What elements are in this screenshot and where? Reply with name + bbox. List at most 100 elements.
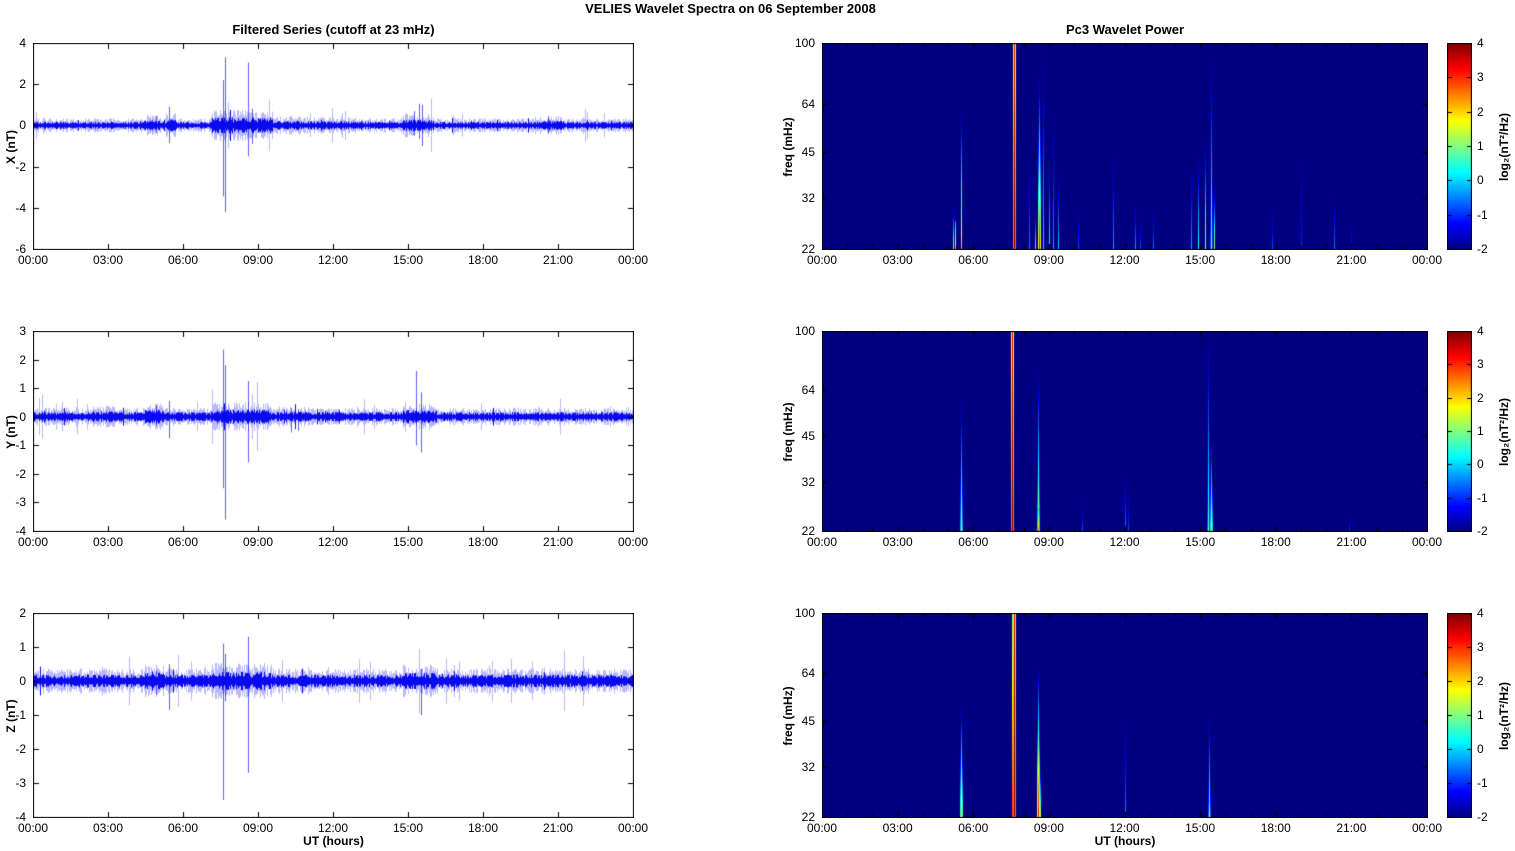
y-tick-label: 22 [801, 810, 815, 824]
x-tick-label: 06:00 [958, 535, 989, 549]
y-tick-label: -1 [15, 438, 26, 453]
x-tick-label: 06:00 [167, 535, 199, 549]
colorbar-tick-label: 0 [1477, 173, 1484, 188]
y-tick-label: 64 [801, 382, 815, 397]
y-tick-label: 0 [19, 409, 26, 424]
y-tick-label: -6 [15, 242, 26, 256]
x-tick-label: 06:00 [167, 253, 199, 267]
y-tick-label: -2 [15, 159, 26, 174]
timeseries-z-plot [33, 613, 634, 818]
y-tick-label: -4 [15, 524, 26, 538]
colorbar-x [1447, 43, 1472, 250]
colorbar-tick-label: -1 [1477, 490, 1488, 505]
x-tick-label: 00:00 [17, 821, 49, 835]
spectrogram-z-plot [822, 613, 1428, 818]
colorbar-tick-label: 1 [1477, 424, 1484, 438]
timeseries-x-plot [33, 43, 634, 250]
y-tick-label: 100 [794, 36, 815, 50]
spectrogram-x-plot [822, 43, 1428, 250]
figure-title: VELIES Wavelet Spectra on 06 September 2… [585, 1, 876, 16]
x-tick-label: 09:00 [242, 535, 274, 549]
y-tick-label: 1 [19, 640, 26, 654]
x-tick-label: 09:00 [242, 821, 274, 835]
y-tick-label: 32 [801, 474, 815, 489]
x-tick-label: 21:00 [542, 535, 574, 549]
x-tick-label: 12:00 [1109, 821, 1140, 835]
colorbar-tick-label: 3 [1477, 640, 1484, 654]
x-tick-label: 12:00 [1109, 535, 1140, 549]
colorbar-tick-label: -2 [1477, 524, 1488, 538]
y-tick-label: 1 [19, 381, 26, 396]
x-tick-label: 03:00 [882, 253, 913, 267]
x-tick-label: 21:00 [1336, 253, 1367, 267]
x-tick-label: 00:00 [1411, 253, 1443, 267]
x-tick-label: 00:00 [617, 535, 649, 549]
x-tick-label: 00:00 [1411, 821, 1443, 835]
colorbar-tick-label: -1 [1477, 776, 1488, 790]
colorbar-tick-label: -1 [1477, 207, 1488, 222]
colorbar-tick-label: -2 [1477, 242, 1488, 256]
x-tick-label: 09:00 [1033, 253, 1064, 267]
x-tick-label: 03:00 [92, 253, 124, 267]
x-tick-label: 06:00 [167, 821, 199, 835]
y-tick-label: 64 [801, 96, 815, 111]
y-tick-label: 22 [801, 242, 815, 256]
colorbar-tick-label: 3 [1477, 70, 1484, 85]
x-tick-label: 00:00 [1411, 535, 1443, 549]
x-tick-label: 03:00 [92, 821, 124, 835]
x-tick-label: 18:00 [1260, 535, 1291, 549]
x-tick-label: 03:00 [882, 821, 913, 835]
x-tick-label: 18:00 [1260, 253, 1291, 267]
x-tick-label: 18:00 [467, 535, 499, 549]
x-tick-label: 12:00 [317, 535, 349, 549]
colorbar-tick-label: 1 [1477, 708, 1484, 722]
colorbar-tick-label: 2 [1477, 390, 1484, 405]
x-tick-label: 15:00 [392, 535, 424, 549]
x-tick-label: 21:00 [1336, 535, 1367, 549]
y-tick-label: 3 [19, 324, 26, 338]
x-tick-label: 21:00 [542, 821, 574, 835]
x-tick-label: 00:00 [617, 821, 649, 835]
y-tick-label: 100 [794, 606, 815, 620]
x-tick-label: 12:00 [317, 821, 349, 835]
colorbar-tick-label: 4 [1477, 606, 1484, 620]
colorbar-tick-label: 1 [1477, 139, 1484, 153]
x-tick-label: 00:00 [17, 535, 49, 549]
x-tick-label: 03:00 [882, 535, 913, 549]
x-tick-label: 06:00 [958, 253, 989, 267]
colorbar-unit-label-top: log₂(nT²/Hz) [1497, 112, 1511, 181]
y-tick-label: 45 [801, 713, 815, 728]
x-tick-label: 15:00 [1185, 253, 1216, 267]
colorbar-tick-label: 2 [1477, 674, 1484, 688]
y-tick-label: 45 [801, 144, 815, 159]
x-tick-label: 21:00 [542, 253, 574, 267]
timeseries-y-plot [33, 331, 634, 532]
y-tick-label: 2 [19, 77, 26, 92]
y-tick-label: -3 [15, 495, 26, 510]
x-tick-label: 15:00 [392, 253, 424, 267]
y-tick-label: 45 [801, 429, 815, 444]
colorbar-tick-label: -2 [1477, 810, 1488, 824]
y-tick-label: -2 [15, 742, 26, 756]
y-axis-label-x-nt: X (nT) [4, 129, 18, 164]
y-tick-label: 2 [19, 606, 26, 620]
x-tick-label: 12:00 [317, 253, 349, 267]
colorbar-tick-label: 4 [1477, 36, 1484, 50]
x-tick-label: 15:00 [392, 821, 424, 835]
colorbar-tick-label: 0 [1477, 742, 1484, 756]
colorbar-z [1447, 613, 1472, 818]
y-tick-label: -1 [15, 708, 26, 722]
x-axis-label-ut-hours-left: UT (hours) [303, 834, 364, 848]
colorbar-tick-label: 3 [1477, 357, 1484, 372]
x-tick-label: 18:00 [467, 821, 499, 835]
y-tick-label: -4 [15, 810, 26, 824]
x-tick-label: 21:00 [1336, 821, 1367, 835]
y-tick-label: 2 [19, 352, 26, 367]
y-tick-label: 22 [801, 524, 815, 538]
spectrogram-y-plot [822, 331, 1428, 532]
y-tick-label: -2 [15, 466, 26, 481]
y-tick-label: 0 [19, 118, 26, 133]
colorbar-tick-label: 2 [1477, 104, 1484, 119]
x-tick-label: 00:00 [806, 535, 838, 549]
